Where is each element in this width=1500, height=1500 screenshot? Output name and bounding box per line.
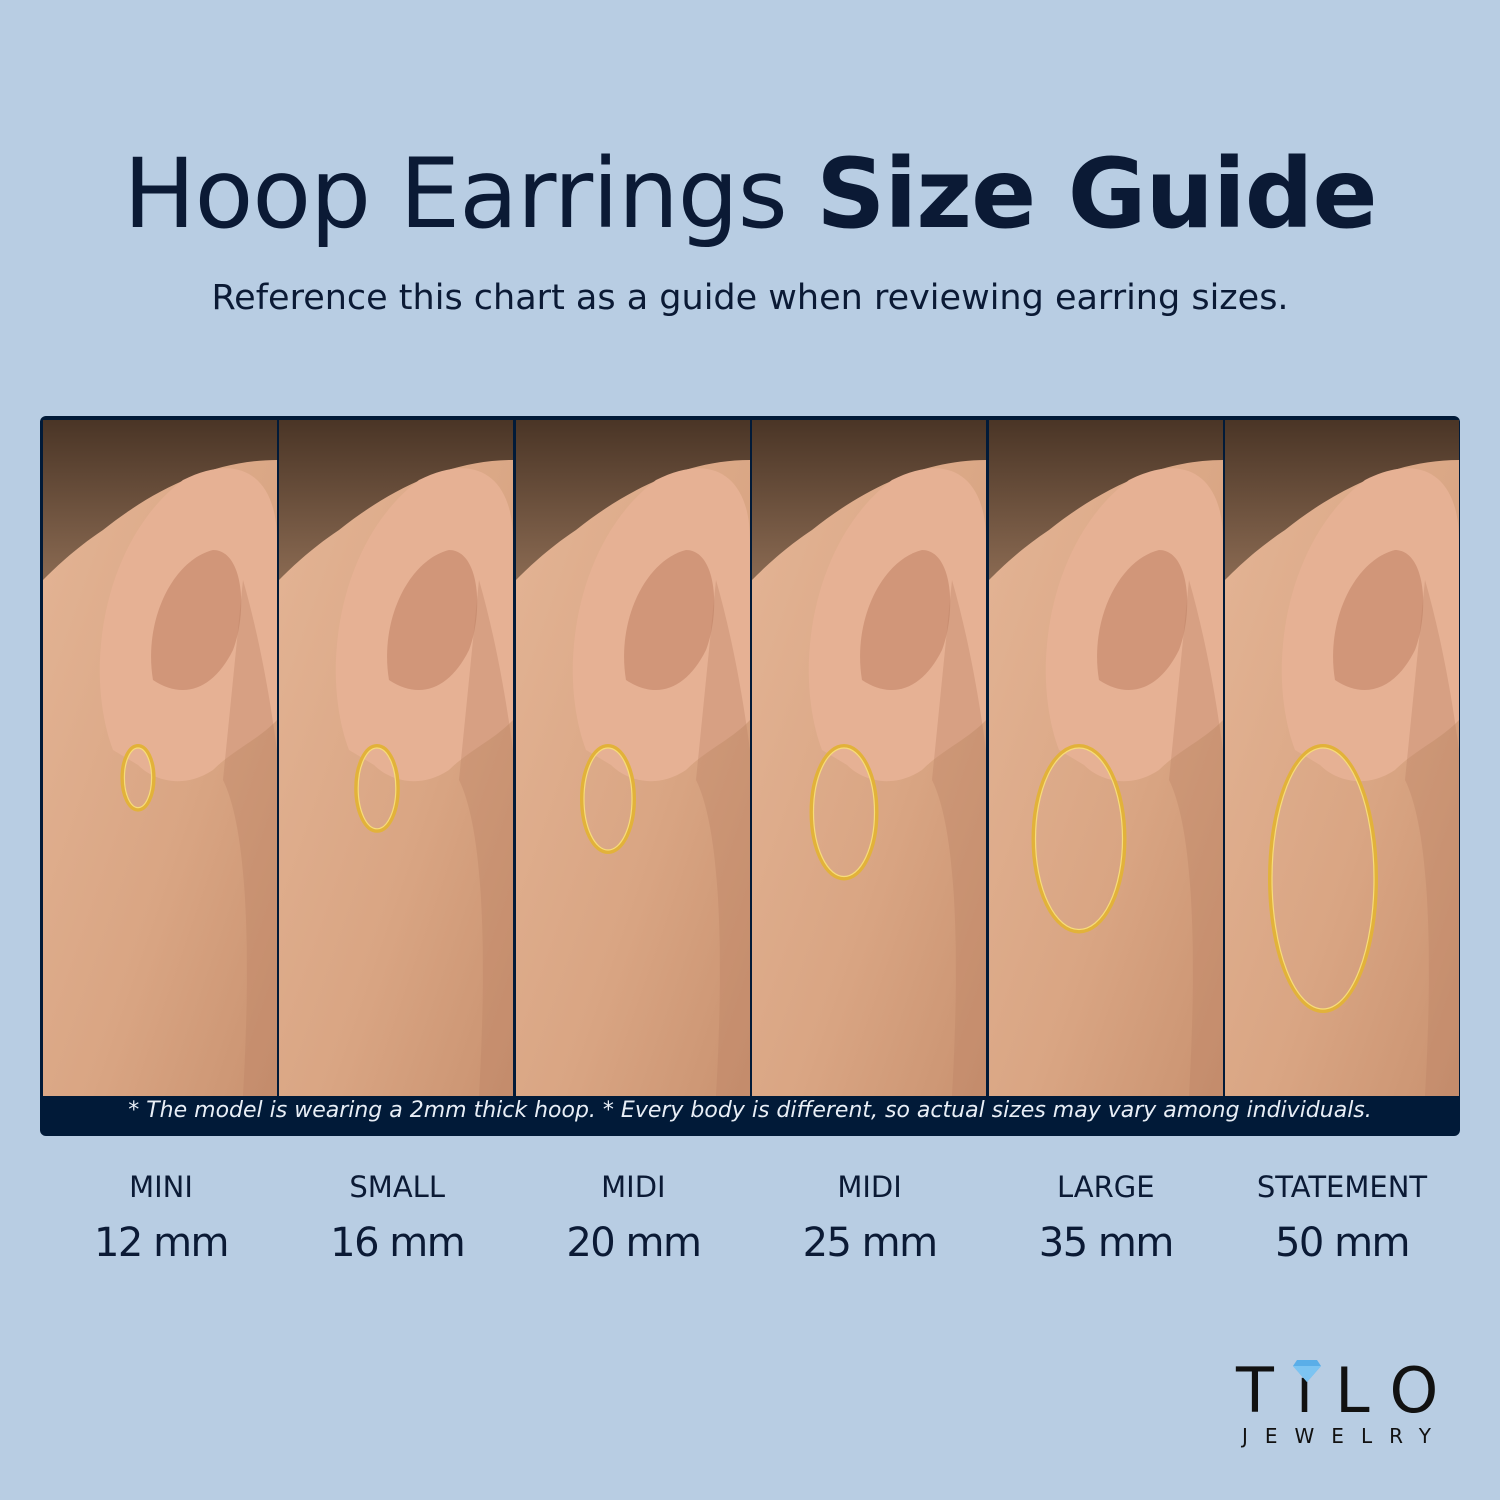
hair bbox=[279, 420, 514, 580]
size-item: MIDI 25 mm bbox=[752, 1170, 988, 1266]
hoop-earring bbox=[809, 744, 879, 881]
hoop-earring bbox=[120, 744, 156, 812]
size-label: MINI bbox=[129, 1170, 193, 1204]
size-item: LARGE 35 mm bbox=[988, 1170, 1224, 1266]
ear-photo-5 bbox=[988, 420, 1223, 1096]
size-value: 12 mm bbox=[93, 1220, 230, 1266]
size-value: 50 mm bbox=[1274, 1220, 1411, 1266]
hoop-earring bbox=[579, 744, 636, 854]
hoop-earring bbox=[354, 744, 401, 833]
hoop-earring bbox=[1031, 744, 1127, 934]
ear-photo-6 bbox=[1225, 420, 1459, 1096]
size-label: MIDI bbox=[837, 1170, 902, 1204]
size-label: SMALL bbox=[349, 1170, 445, 1204]
size-label: LARGE bbox=[1056, 1170, 1155, 1204]
hair bbox=[752, 420, 987, 580]
title-bold: Size Guide bbox=[816, 138, 1377, 250]
ear-photo-1 bbox=[43, 420, 277, 1096]
size-value: 35 mm bbox=[1038, 1220, 1175, 1266]
ear-photo-4 bbox=[752, 420, 987, 1096]
page-title: Hoop Earrings Size Guide bbox=[0, 138, 1500, 250]
hair bbox=[43, 420, 277, 580]
size-value: 16 mm bbox=[330, 1220, 466, 1266]
footnote: * The model is wearing a 2mm thick hoop.… bbox=[128, 1098, 1372, 1123]
brand-logo: TıLO JEWELRY bbox=[1236, 1354, 1461, 1449]
logo-sub: JEWELRY bbox=[1242, 1424, 1448, 1448]
ear-photo-2 bbox=[279, 420, 514, 1096]
size-item: MIDI 20 mm bbox=[515, 1170, 751, 1266]
size-item: SMALL 16 mm bbox=[279, 1170, 515, 1266]
size-label: STATEMENT bbox=[1256, 1170, 1428, 1204]
hair bbox=[515, 420, 750, 580]
photo-panels bbox=[43, 420, 1459, 1096]
photo-strip: * The model is wearing a 2mm thick hoop.… bbox=[40, 416, 1460, 1136]
size-value: 20 mm bbox=[566, 1220, 702, 1266]
hair bbox=[1225, 420, 1459, 580]
title-light: Hoop Earrings bbox=[123, 138, 787, 250]
size-label: MIDI bbox=[601, 1170, 666, 1204]
hoop-earring bbox=[1268, 744, 1378, 1013]
hair bbox=[988, 420, 1223, 580]
logo-word: TıLO bbox=[1236, 1354, 1461, 1427]
size-item: STATEMENT 50 mm bbox=[1224, 1170, 1460, 1266]
ear-photo-3 bbox=[515, 420, 750, 1096]
diamond-icon bbox=[1293, 1360, 1321, 1382]
size-item: MINI 12 mm bbox=[43, 1170, 279, 1266]
subtitle: Reference this chart as a guide when rev… bbox=[211, 278, 1289, 318]
size-value: 25 mm bbox=[802, 1220, 939, 1266]
